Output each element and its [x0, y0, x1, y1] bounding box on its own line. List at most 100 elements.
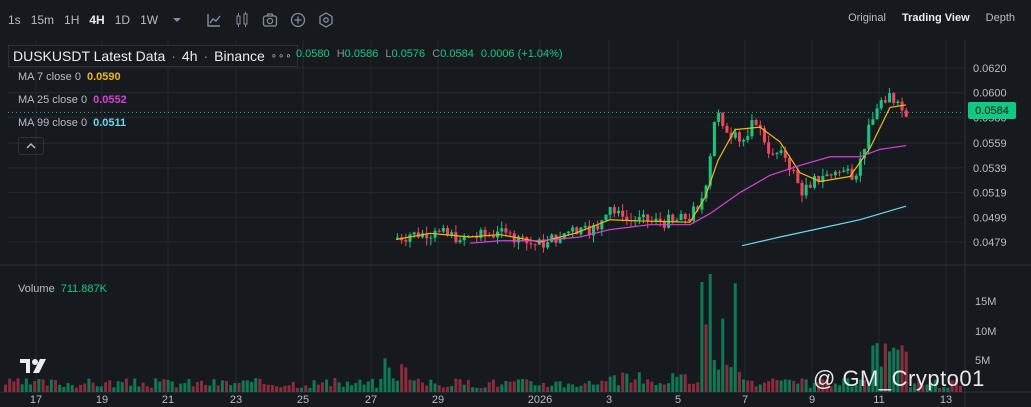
- volume-bar: [558, 381, 562, 392]
- chart-type-icon[interactable]: [233, 11, 251, 29]
- volume-bar: [341, 386, 345, 392]
- view-trading-view[interactable]: Trading View: [901, 12, 970, 24]
- volume-bar: [66, 382, 70, 392]
- volume-bar: [300, 387, 304, 392]
- volume-bar: [174, 387, 178, 392]
- ma25-label: MA 25 close 0: [18, 94, 88, 106]
- volume-bar: [721, 318, 725, 392]
- volume-bar: [821, 379, 825, 392]
- timeframe-4h[interactable]: 4H: [89, 13, 105, 27]
- volume-bar: [696, 382, 700, 392]
- candle-body: [808, 184, 812, 188]
- view-original[interactable]: Original: [848, 12, 886, 24]
- volume-bar: [24, 378, 28, 392]
- candle-body: [762, 128, 766, 143]
- volume-bar: [454, 378, 458, 392]
- camera-icon[interactable]: [261, 11, 279, 29]
- volume-bar: [79, 384, 83, 392]
- ma7-value: 0.0590: [86, 71, 121, 83]
- timeframe-1h[interactable]: 1H: [64, 13, 80, 27]
- candle-body: [879, 100, 883, 109]
- candle-body: [729, 132, 733, 138]
- candle-body: [692, 206, 696, 221]
- volume-bar: [533, 385, 537, 392]
- candle-body: [783, 150, 787, 158]
- x-tick-label: 23: [230, 394, 242, 406]
- volume-bar: [208, 385, 212, 392]
- volume-bar: [900, 345, 904, 392]
- timeframe-1s[interactable]: 1s: [8, 13, 21, 27]
- volume-bar: [621, 372, 625, 392]
- candle-body: [725, 125, 729, 133]
- x-tick-label: 21: [162, 394, 174, 406]
- volume-bar: [475, 387, 479, 392]
- candle-body: [429, 237, 433, 239]
- volume-bar: [725, 364, 729, 392]
- collapse-legend-button[interactable]: [18, 137, 44, 155]
- candle-body: [533, 244, 537, 246]
- volume-bar: [133, 378, 137, 392]
- candle-body: [838, 171, 842, 173]
- x-tick-label: 5: [675, 394, 681, 406]
- candle-body: [404, 240, 408, 242]
- candle-body: [687, 218, 691, 221]
- x-tick-label: 7: [742, 394, 748, 406]
- candle-body: [700, 198, 704, 210]
- volume-bar: [183, 382, 187, 392]
- candle-body: [441, 227, 445, 232]
- timeframe-1d[interactable]: 1D: [114, 13, 131, 27]
- candle-body: [863, 148, 867, 159]
- volume-bar: [74, 387, 78, 392]
- volume-bar: [41, 379, 45, 392]
- x-tick-label: 25: [297, 394, 309, 406]
- volume-bar: [379, 378, 383, 392]
- volume-bar: [633, 379, 637, 392]
- indicators-icon[interactable]: [205, 11, 223, 29]
- volume-bar: [825, 379, 829, 392]
- volume-tick-label: 10M: [975, 326, 996, 338]
- current-price-tag: 0.0584: [968, 102, 1016, 119]
- volume-bar: [187, 378, 191, 392]
- candle-body: [779, 150, 783, 153]
- chevron-down-icon[interactable]: [168, 11, 186, 29]
- volume-bar: [625, 373, 629, 392]
- view-depth[interactable]: Depth: [985, 12, 1015, 24]
- candle-body: [796, 170, 800, 183]
- volume-bar: [667, 383, 671, 392]
- candle-body: [708, 156, 712, 186]
- timeframe-15m[interactable]: 15m: [30, 13, 55, 27]
- volume-bar: [863, 380, 867, 392]
- ma7-legend[interactable]: MA 7 close 0 0.0590: [18, 71, 121, 83]
- candle-body: [512, 233, 516, 243]
- volume-bar: [333, 378, 337, 392]
- ma99-legend[interactable]: MA 99 close 0 0.0511: [18, 117, 126, 129]
- volume-bar: [883, 343, 887, 392]
- volume-bar: [229, 385, 233, 392]
- candle-body: [833, 171, 837, 176]
- volume-bar: [908, 387, 912, 392]
- price-chart[interactable]: 0.0620 0.0600 0.0580 0.0559 0.0539 0.0519 0.04…: [0, 40, 1031, 407]
- volume-bar: [458, 379, 462, 392]
- volume-bar: [437, 385, 441, 392]
- candle-body: [696, 206, 700, 210]
- timeframe-1w[interactable]: 1W: [140, 13, 159, 27]
- chevron-up-icon: [26, 143, 36, 149]
- candle-body: [483, 229, 487, 236]
- volume-bar: [162, 379, 166, 392]
- candle-body: [854, 175, 858, 180]
- volume-bar: [129, 385, 133, 392]
- volume-tick-label: 15M: [975, 296, 996, 308]
- more-icon[interactable]: ∘∘∘: [270, 50, 293, 62]
- volume-bar: [204, 384, 208, 392]
- volume-bar: [29, 384, 33, 392]
- ma25-legend[interactable]: MA 25 close 0 0.0552: [18, 94, 127, 106]
- settings-icon[interactable]: [317, 11, 335, 29]
- volume-legend: Volume 711.887K: [18, 283, 107, 295]
- ma99-label: MA 99 close 0: [18, 117, 88, 129]
- candle-body: [758, 124, 762, 129]
- candle-body: [458, 240, 462, 243]
- volume-bar: [671, 373, 675, 392]
- x-tick-label: 13: [940, 394, 952, 406]
- add-indicator-icon[interactable]: [289, 11, 307, 29]
- tradingview-logo[interactable]: [18, 354, 50, 376]
